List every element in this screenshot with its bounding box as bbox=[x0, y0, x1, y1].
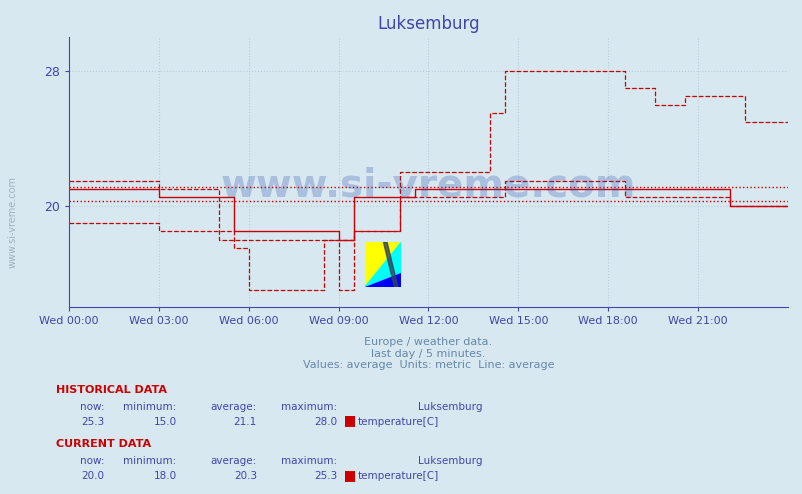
Text: maximum:: maximum: bbox=[281, 456, 337, 466]
Text: 21.1: 21.1 bbox=[233, 417, 257, 427]
Polygon shape bbox=[383, 242, 398, 287]
Polygon shape bbox=[365, 273, 401, 287]
Text: temperature[C]: temperature[C] bbox=[357, 417, 438, 427]
X-axis label: Europe / weather data.
last day / 5 minutes.
Values: average  Units: metric  Lin: Europe / weather data. last day / 5 minu… bbox=[302, 337, 553, 370]
Text: minimum:: minimum: bbox=[124, 402, 176, 412]
Text: www.si-vreme.com: www.si-vreme.com bbox=[221, 166, 635, 205]
Text: 25.3: 25.3 bbox=[81, 417, 104, 427]
Text: www.si-vreme.com: www.si-vreme.com bbox=[8, 176, 18, 268]
Text: 20.0: 20.0 bbox=[81, 471, 104, 481]
Text: now:: now: bbox=[79, 402, 104, 412]
Text: now:: now: bbox=[79, 456, 104, 466]
Text: Luksemburg: Luksemburg bbox=[417, 402, 481, 412]
Text: Luksemburg: Luksemburg bbox=[417, 456, 481, 466]
Text: 25.3: 25.3 bbox=[314, 471, 337, 481]
Title: Luksemburg: Luksemburg bbox=[377, 15, 479, 33]
Text: 28.0: 28.0 bbox=[314, 417, 337, 427]
Text: temperature[C]: temperature[C] bbox=[357, 471, 438, 481]
Text: 18.0: 18.0 bbox=[153, 471, 176, 481]
Text: HISTORICAL DATA: HISTORICAL DATA bbox=[56, 385, 167, 395]
Text: minimum:: minimum: bbox=[124, 456, 176, 466]
Text: 15.0: 15.0 bbox=[153, 417, 176, 427]
Text: maximum:: maximum: bbox=[281, 402, 337, 412]
Text: average:: average: bbox=[210, 456, 257, 466]
Text: average:: average: bbox=[210, 402, 257, 412]
Polygon shape bbox=[365, 242, 401, 287]
Text: CURRENT DATA: CURRENT DATA bbox=[56, 439, 151, 449]
Text: 20.3: 20.3 bbox=[233, 471, 257, 481]
Polygon shape bbox=[365, 242, 401, 287]
